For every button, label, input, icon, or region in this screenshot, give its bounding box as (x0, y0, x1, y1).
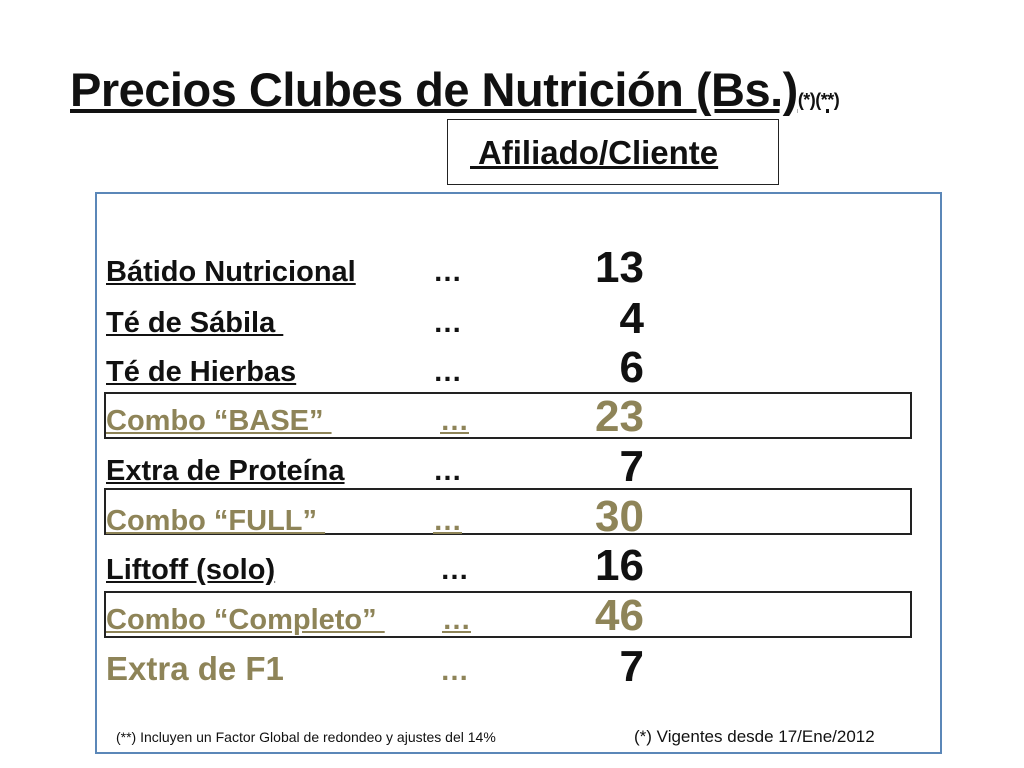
row-price: 6 (619, 343, 644, 392)
row-price: 7 (619, 442, 644, 491)
row-price: 30 (595, 492, 644, 541)
price-row-combo-base: Combo “BASE” … 23 (0, 392, 1024, 444)
title-footnote-marks: (*)(**) (797, 90, 840, 110)
price-row-liftoff: Liftoff (solo) … 16 (0, 541, 1024, 593)
row-price: 4 (619, 294, 644, 343)
row-label: Té de Sábila (106, 307, 284, 339)
combo-completo-box (104, 591, 912, 638)
price-row-extra-f1: Extra de F1 … 7 (0, 642, 1024, 694)
row-label: Bátido Nutricional (106, 256, 356, 288)
row-label: Combo “Completo” (106, 604, 385, 636)
title-text: Precios Clubes de Nutrición (Bs.) (70, 63, 798, 116)
row-ellipsis: … (433, 505, 462, 537)
row-label: Té de Hierbas (106, 356, 297, 388)
row-ellipsis: … (440, 554, 469, 586)
footnote-rounding: (**) Incluyen un Factor Global de redond… (116, 729, 496, 745)
subtitle: Afiliado/Cliente (470, 134, 719, 171)
price-row-combo-completo: Combo “Completo” … 46 (0, 591, 1024, 643)
row-ellipsis: … (440, 405, 469, 437)
row-ellipsis: … (440, 655, 469, 687)
combo-base-box (104, 392, 912, 439)
row-price: 16 (595, 541, 644, 590)
row-price: 23 (595, 392, 644, 441)
row-ellipsis: … (433, 356, 462, 388)
row-label: Combo “BASE” (106, 405, 332, 437)
price-row-te-hierbas: Té de Hierbas … 6 (0, 343, 1024, 395)
price-row-te-sabila: Té de Sábila … 4 (0, 294, 1024, 346)
row-price: 7 (619, 642, 644, 691)
footnote-validity: (*) Vigentes desde 17/Ene/2012 (634, 727, 875, 746)
row-label: Liftoff (solo) (106, 554, 276, 586)
row-ellipsis: … (433, 256, 462, 288)
row-ellipsis: … (433, 455, 462, 487)
combo-full-box (104, 488, 912, 535)
row-price: 13 (595, 243, 644, 292)
price-panel (95, 192, 942, 754)
slide-title: Precios Clubes de Nutrición (Bs.)(*)(**) (70, 62, 840, 117)
price-row-batido: Bátido Nutricional … 13 (0, 243, 1024, 295)
row-label: Extra de Proteína (106, 455, 345, 487)
row-ellipsis: … (442, 604, 471, 636)
row-price: 46 (595, 591, 644, 640)
price-row-combo-full: Combo “FULL” … 30 (0, 492, 1024, 544)
subtitle-box (447, 119, 779, 185)
row-label: Extra de F1 (106, 650, 284, 687)
row-ellipsis: … (433, 307, 462, 339)
price-row-extra-proteina: Extra de Proteína … 7 (0, 442, 1024, 494)
row-label: Combo “FULL” (106, 505, 326, 537)
